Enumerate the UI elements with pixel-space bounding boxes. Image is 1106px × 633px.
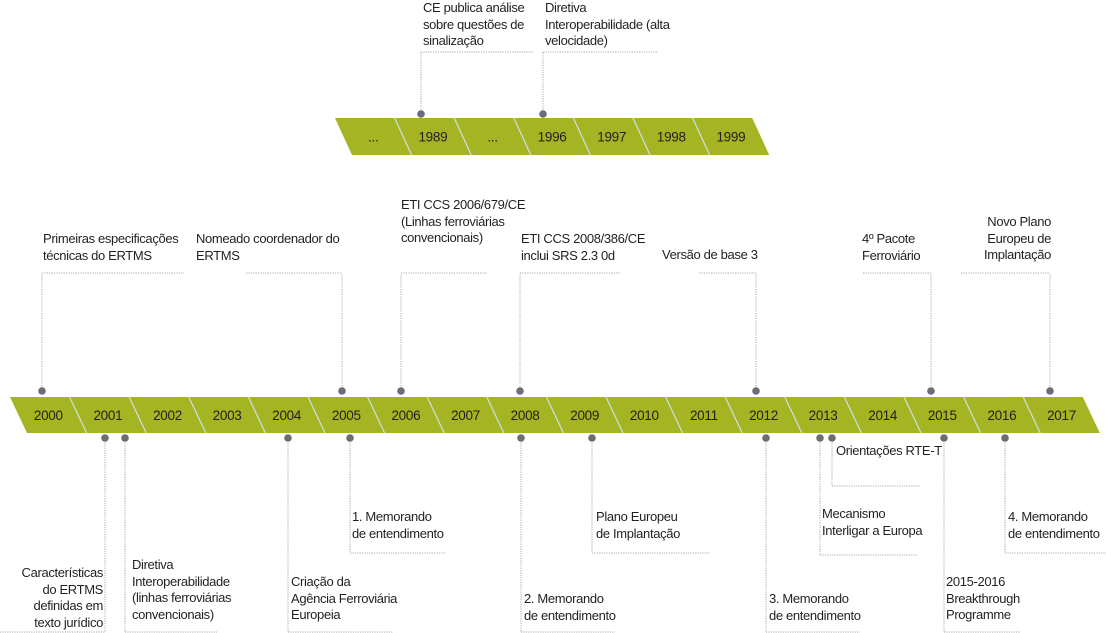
main-timeline-divider [486,396,505,434]
above-event-dot-icon [516,387,524,395]
main-timeline-divider [545,396,564,434]
below-event-dot-icon [816,434,824,442]
above-event-dot-icon [338,387,346,395]
below-event-dot-icon [940,434,948,442]
main-timeline-year-2016: 2016 [987,408,1016,423]
below-event-label: 3. Memorando de entendimento [769,591,861,623]
main-timeline-year-2010: 2010 [630,408,659,423]
main-timeline-year-2011: 2011 [690,408,718,423]
below-event-dot-icon [1001,434,1009,442]
main-timeline-divider [903,396,922,434]
top-timeline-bar [335,118,770,155]
below-event-label: Plano Europeu de Implantação [596,509,680,541]
main-timeline-year-2003: 2003 [213,408,242,423]
above-event-dot-icon [397,387,405,395]
top-timeline-divider [572,117,591,156]
main-timeline-divider [843,396,862,434]
main-timeline-divider [247,396,266,434]
main-timeline-year-2005: 2005 [332,408,361,423]
top-timeline-divider [453,117,472,156]
above-event-label: Novo Plano Europeu de Implantação [984,214,1051,262]
above-event-label: 4º Pacote Ferroviário [862,231,921,263]
top-timeline-year-1998: 1998 [657,130,686,145]
main-timeline-year-2013: 2013 [809,408,838,423]
below-event-dot-icon [588,434,596,442]
top-timeline-year-ellipsis: ... [487,130,497,145]
top-timeline-year-1999: 1999 [716,130,745,145]
below-event-label: Criação da Agência Ferroviária Europeia [291,574,398,622]
main-timeline-year-2000: 2000 [34,408,63,423]
top-timeline-year-1997: 1997 [597,130,626,145]
top-event-label: CE publica análise sobre questões de sin… [423,0,525,48]
above-event-label: Primeiras especificações técnicas do ERT… [43,231,179,263]
top-event-dot-icon [539,110,547,118]
top-timeline-divider [692,117,711,156]
top-timeline-year-1989: 1989 [418,130,447,145]
below-event-dot-icon [121,434,129,442]
main-timeline-year-2009: 2009 [570,408,599,423]
above-event-label: ETI CCS 2006/679/CE (Linhas ferroviárias… [401,197,526,245]
below-event-label: 2015-2016 Breakthrough Programme [946,574,1020,622]
top-event-label: Diretiva Interoperabilidade (alta veloci… [545,0,670,48]
main-timeline-divider [367,396,386,434]
top-timeline-divider [394,117,413,156]
main-timeline-divider [784,396,803,434]
below-event-dot-icon [517,434,525,442]
above-event-dot-icon [927,387,935,395]
main-timeline-divider [69,396,88,434]
below-event-dot-icon [284,434,292,442]
main-timeline-year-2014: 2014 [868,408,898,423]
main-timeline-divider [307,396,326,434]
top-timeline-year-1996: 1996 [538,130,567,145]
top-timeline-year-ellipsis: ... [368,130,378,145]
below-event-dot-icon [101,434,109,442]
below-event-dot-icon [828,434,836,442]
below-event-label: 2. Memorando de entendimento [524,591,616,623]
below-event-label: 1. Memorando de entendimento [352,509,444,541]
below-event-label: Mecanismo Interligar a Europa [822,506,923,538]
above-event-label: Versão de base 3 [662,247,758,262]
main-timeline-year-2017: 2017 [1047,408,1076,423]
main-timeline-divider [188,396,207,434]
main-timeline-year-2002: 2002 [153,408,182,423]
main-timeline-year-2012: 2012 [749,408,778,423]
main-timeline-divider [426,396,445,434]
main-timeline-year-2006: 2006 [391,408,420,423]
main-timeline-year-2001: 2001 [93,408,122,423]
main-timeline-divider [128,396,147,434]
above-event-label: Nomeado coordenador do ERTMS [196,231,340,263]
below-event-dot-icon [762,434,770,442]
main-timeline-year-2007: 2007 [451,408,480,423]
main-timeline-year-2004: 2004 [272,408,302,423]
below-event-label: Orientações RTE-T [836,443,942,458]
above-event-dot-icon [1046,387,1054,395]
above-event-dot-icon [752,387,760,395]
below-event-label: Diretiva Interoperabilidade (linhas ferr… [132,557,232,622]
top-timeline-divider [632,117,651,156]
above-event-label: ETI CCS 2008/386/CE inclui SRS 2.3 0d [521,231,646,263]
main-timeline-divider [665,396,684,434]
main-timeline-divider [1022,396,1041,434]
above-event-dot-icon [38,387,46,395]
main-timeline-year-2015: 2015 [928,408,957,423]
top-timeline-divider [513,117,532,156]
below-event-label: 4. Memorando de entendimento [1008,509,1100,541]
main-timeline-divider [724,396,743,434]
below-event-dot-icon [346,434,354,442]
below-event-label: Características do ERTMS definidas em te… [21,565,104,630]
main-timeline-year-2008: 2008 [511,408,540,423]
top-event-dot-icon [417,110,425,118]
main-timeline-divider [605,396,624,434]
main-timeline-divider [963,396,982,434]
